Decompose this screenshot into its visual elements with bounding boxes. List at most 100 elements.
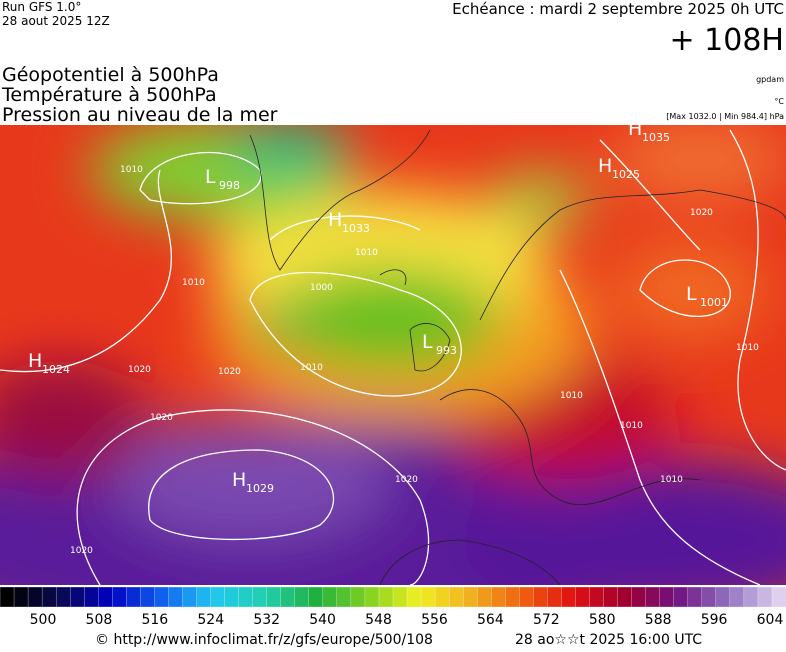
colorbar-swatch <box>280 586 296 608</box>
pressure-center-value: 1024 <box>42 363 70 376</box>
colorbar-label: 524 <box>197 612 224 628</box>
colorbar-swatch <box>561 586 577 608</box>
echeance: Echéance : mardi 2 septembre 2025 0h UTC <box>452 0 784 18</box>
isobar-label: 1020 <box>395 475 418 485</box>
pressure-center-type: L <box>422 331 433 353</box>
pressure-center-type: H <box>598 155 612 177</box>
colorbar-swatch <box>392 586 408 608</box>
colorbar-swatch <box>84 586 99 608</box>
colorbar-swatch <box>477 586 492 608</box>
colorbar-swatch <box>350 586 366 608</box>
run-label: Run GFS 1.0° <box>2 0 81 14</box>
pressure-center-value: 993 <box>436 344 457 357</box>
colorbar-label: 572 <box>533 612 560 628</box>
colorbar-swatch <box>70 586 85 608</box>
colorbar-swatch <box>673 586 689 608</box>
colorbar-swatch <box>491 586 506 608</box>
isobar-label: 1010 <box>736 343 759 353</box>
colorbar-swatch <box>98 586 113 608</box>
colorbar-label: 564 <box>477 612 504 628</box>
colorbar-swatch <box>659 586 675 608</box>
pressure-center-type: H <box>232 469 246 491</box>
colorbar-swatch <box>308 586 324 608</box>
colorbar-swatch <box>182 586 198 608</box>
pressure-center-value: 1029 <box>246 482 274 495</box>
colorbar-swatch <box>112 586 127 608</box>
colorbar-label: 556 <box>421 612 448 628</box>
colorbar-swatch <box>154 586 170 608</box>
isobar-label: 1010 <box>120 165 143 175</box>
isobar-label: 1020 <box>128 365 151 375</box>
isobar-label: 1010 <box>620 421 643 431</box>
colorbar-swatch <box>547 586 563 608</box>
isobar-label: 1020 <box>690 208 713 218</box>
title: Géopotentiel à 500hPa <box>2 64 219 86</box>
isobar-label: 1010 <box>660 475 683 485</box>
colorbar-swatch <box>55 586 71 608</box>
colorbar-swatch <box>27 586 43 608</box>
colorbar-swatch <box>463 586 478 608</box>
pressure-center-value: 1035 <box>642 131 670 144</box>
pressure-center-type: L <box>686 283 697 305</box>
colorbar-label: 500 <box>30 612 57 628</box>
footer-url: © http://www.infoclimat.fr/z/gfs/europe/… <box>95 632 433 648</box>
colorbar-swatch <box>743 586 759 608</box>
colorbar-label: 596 <box>701 612 728 628</box>
unit: [Max 1032.0 | Min 984.4] hPa <box>666 112 784 121</box>
colorbar-swatch <box>41 586 57 608</box>
lead-time: + 108H <box>670 23 785 58</box>
colorbar-swatch <box>687 586 703 608</box>
colorbar-swatch <box>448 586 464 608</box>
colorbar-swatch <box>364 586 380 608</box>
colorbar-swatch <box>757 586 773 608</box>
colorbar-swatch <box>0 586 15 608</box>
colorbar-swatch <box>13 586 29 608</box>
colorbar-swatch <box>701 586 717 608</box>
title: Pression au niveau de la mer <box>2 104 278 126</box>
colorbar-swatch <box>252 586 268 608</box>
colorbar-swatch <box>519 586 535 608</box>
colorbar-label: 580 <box>589 612 616 628</box>
colorbar-swatch <box>589 586 605 608</box>
colorbar-label: 508 <box>86 612 113 628</box>
unit: gpdam <box>756 75 784 84</box>
colorbar-label: 604 <box>757 612 784 628</box>
isobar-label: 1010 <box>300 363 323 373</box>
colorbar-label: 532 <box>253 612 280 628</box>
colorbar-swatch <box>224 586 240 608</box>
colorbar-swatch <box>140 586 156 608</box>
pressure-center-type: H <box>328 209 342 231</box>
colorbar-swatch <box>420 586 436 608</box>
colorbar-swatch <box>238 586 254 608</box>
isobar-label: 1000 <box>310 283 333 293</box>
colorbar-label: 540 <box>309 612 336 628</box>
colorbar-label: 516 <box>141 612 168 628</box>
colorbar-swatch <box>631 586 647 608</box>
colorbar-swatch <box>196 586 212 608</box>
colorbar-swatch <box>617 586 633 608</box>
pressure-center-type: H <box>628 118 642 140</box>
run-date: 28 aout 2025 12Z <box>2 14 110 28</box>
coastlines <box>249 129 786 585</box>
colorbar-swatch <box>715 586 731 608</box>
title: Température à 500hPa <box>1 84 217 106</box>
pressure-center-type: L <box>205 166 216 188</box>
colorbar-swatch <box>771 586 786 608</box>
colorbar-swatch <box>603 586 619 608</box>
pressure-center-value: 1025 <box>612 168 640 181</box>
colorbar-swatch <box>336 586 352 608</box>
isobar-label: 1010 <box>355 248 378 258</box>
isobar-label: 1010 <box>560 391 583 401</box>
pressure-center-value: 1033 <box>342 222 370 235</box>
unit: °C <box>774 97 784 106</box>
colorbar: 500 508 516 524 532 540 548 556 564 572 580 588 596 6… <box>0 586 786 628</box>
colorbar-swatch <box>266 586 282 608</box>
colorbar-swatch <box>434 586 450 608</box>
colorbar-swatch <box>533 586 549 608</box>
isobar-label: 1010 <box>182 278 205 288</box>
pressure-center-value: 1001 <box>700 296 728 309</box>
colorbar-swatch <box>126 586 142 608</box>
isobar-label: 1020 <box>150 413 173 423</box>
